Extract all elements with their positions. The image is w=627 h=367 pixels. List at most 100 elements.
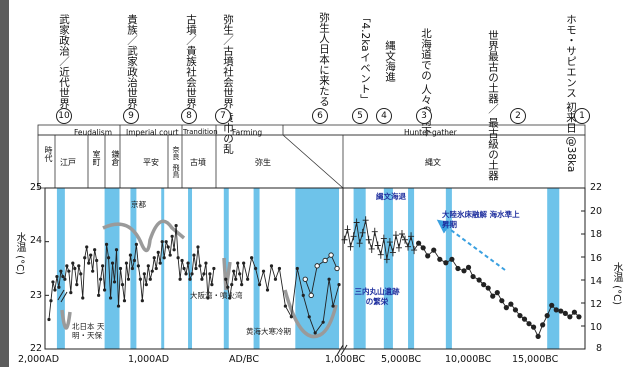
- series-0-point-43: [132, 258, 136, 263]
- series-0-point-7: [61, 274, 65, 279]
- cold-band-8: [353, 188, 366, 349]
- series-0-point-62: [170, 234, 174, 238]
- series-3-point-33: [465, 264, 472, 270]
- break-mark-bottom-a: [336, 344, 344, 356]
- series-3-point-11: [374, 241, 381, 250]
- series-0-point-73: [192, 253, 196, 257]
- note-osaka-bay: 大阪湾・噴火湾: [190, 291, 243, 300]
- series-0-point-18: [83, 256, 87, 260]
- series-0-point-21: [89, 253, 93, 257]
- series-1-point-2: [228, 296, 232, 300]
- series-2-point-4: [328, 252, 334, 258]
- y-right-tick-10: 10: [590, 322, 603, 333]
- x-tick-2000ad: 2,000AD: [18, 354, 60, 365]
- series-0-point-72: [190, 272, 194, 276]
- series-0-point-39: [124, 261, 129, 265]
- note-yellow-sea-cold: 黄海大寒冷期: [246, 327, 291, 336]
- series-0-point-36: [118, 266, 123, 271]
- series-0-point-57: [160, 240, 164, 244]
- series-3-point-54: [562, 310, 568, 316]
- series-3-point-31: [455, 265, 461, 272]
- series-1-point-28: [337, 283, 341, 287]
- series-0-point-46: [138, 277, 142, 281]
- series-0-point-27: [101, 264, 105, 268]
- y-right-tick-20: 20: [590, 206, 603, 217]
- cold-band-3: [161, 188, 165, 349]
- event-6-number: 6: [312, 108, 328, 124]
- y-right-axis-label: 水温 (°C): [611, 262, 622, 305]
- header-diag: [282, 134, 344, 189]
- period-trandition: Trandition: [183, 128, 218, 136]
- series-1-point-11: [250, 256, 254, 260]
- series-3-point-37: [485, 285, 491, 291]
- series-0-point-45: [136, 264, 140, 268]
- series-3-point-51: [549, 302, 555, 308]
- series-group: [47, 216, 582, 339]
- series-1-point-13: [257, 283, 262, 287]
- cold-band-0: [56, 188, 65, 349]
- series-3-point-5: [356, 239, 363, 248]
- series-0-point-31: [108, 296, 113, 300]
- note-kitanihon: 北日本 天明・天保: [72, 322, 105, 340]
- period-kofun: 古墳: [190, 158, 206, 167]
- y-right-tick-12: 12: [590, 299, 603, 310]
- series-0-point-20: [87, 261, 91, 265]
- series-3-point-22: [408, 232, 415, 241]
- series-0-point-51: [148, 277, 152, 281]
- trend-north-japan: [60, 309, 72, 330]
- series-3-point-3: [350, 232, 357, 241]
- series-3-point-29: [443, 260, 449, 266]
- cold-band-7: [295, 188, 340, 349]
- series-3-point-24: [416, 240, 422, 246]
- series-1-point-23: [307, 315, 311, 319]
- series-1-point-20: [289, 315, 293, 319]
- series-0-point-47: [140, 299, 144, 303]
- series-3-point-52: [553, 307, 559, 313]
- note-jomon-regression: 縄文海退: [376, 192, 406, 201]
- series-0-point-52: [150, 269, 154, 273]
- series-0-point-54: [154, 266, 158, 271]
- series-0-point-61: [168, 253, 172, 257]
- series-3-point-56: [571, 309, 578, 315]
- period-asuka: 飛鳥: [172, 164, 180, 178]
- x-tick-1000bc: 1,000BC: [325, 354, 366, 365]
- series-3-point-50: [544, 313, 550, 319]
- series-0-point-4: [55, 274, 59, 279]
- cold-band-9: [383, 188, 393, 349]
- series-0-point-48: [142, 272, 146, 276]
- period-kamakura: 鎌倉: [111, 150, 120, 166]
- event-7-number: 7: [215, 108, 231, 124]
- trend-osaka-bay: [222, 257, 232, 291]
- period-jidai: 時代: [44, 146, 53, 162]
- series-0-point-19: [85, 245, 89, 249]
- series-0-point-74: [194, 266, 198, 271]
- event-3-label: 北海道での 人々の南下: [420, 28, 432, 137]
- event-5-number: 5: [352, 108, 368, 124]
- break-mark-left-a: [57, 289, 65, 301]
- y-left-axis-label: 水温 (°C): [14, 232, 25, 275]
- series-0-point-75: [196, 245, 200, 249]
- series-0-point-9: [65, 264, 69, 268]
- series-0-point-83: [212, 266, 216, 271]
- series-2-point-3: [322, 257, 328, 264]
- series-3-point-32: [461, 268, 467, 274]
- note-sannai-maruyama: 三内丸山遺跡 の繁栄: [354, 287, 400, 306]
- series-1-point-3: [230, 283, 234, 287]
- event-8-label: 古墳／貴族社会世界: [185, 14, 197, 109]
- event-9-label: 貴族／武家政治世界: [126, 14, 138, 109]
- series-0-point-5: [57, 285, 61, 289]
- y-right-tick-18: 18: [590, 229, 603, 240]
- series-0-point-70: [186, 261, 190, 265]
- series-0-point-34: [114, 248, 119, 252]
- period-hunter-gather: Hunter-gather: [404, 128, 457, 137]
- y-left-tick-24: 24: [30, 235, 43, 246]
- series-1-point-26: [327, 277, 331, 281]
- series-0-point-15: [77, 264, 81, 268]
- series-0-point-80: [206, 296, 210, 300]
- series-0-point-68: [182, 266, 186, 271]
- series-0-point-8: [63, 277, 67, 281]
- event-2-number: 2: [510, 108, 526, 124]
- series-3-point-41: [503, 305, 509, 311]
- series-0-point-42: [130, 266, 135, 271]
- x-tick-adbc: AD/BC: [229, 354, 259, 365]
